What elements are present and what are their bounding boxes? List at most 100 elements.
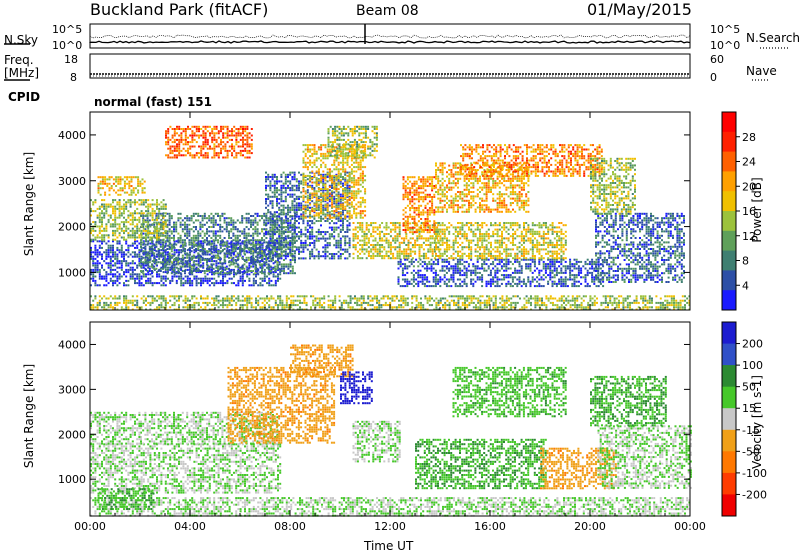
- power-cell: [114, 279, 117, 282]
- power-cell: [214, 256, 217, 259]
- power-cell: [250, 265, 252, 268]
- power-cell: [324, 196, 327, 199]
- power-cell: [261, 284, 264, 287]
- power-cell: [153, 262, 156, 265]
- power-cell: [342, 168, 345, 171]
- power-cell: [131, 251, 134, 254]
- power-cell: [195, 268, 198, 271]
- power-cell: [147, 262, 150, 265]
- power-cell: [555, 258, 558, 261]
- power-cell: [483, 258, 486, 261]
- power-cell: [295, 226, 298, 229]
- power-cell: [287, 228, 290, 231]
- power-cell: [429, 248, 432, 251]
- power-cell: [153, 234, 156, 237]
- power-cell: [302, 187, 305, 189]
- power-cell: [376, 255, 379, 257]
- power-cell: [252, 243, 255, 246]
- power-cell: [463, 278, 466, 281]
- power-cell: [359, 201, 362, 204]
- power-cell: [118, 212, 121, 215]
- power-cell: [173, 226, 175, 228]
- power-cell: [259, 282, 262, 285]
- power-cell: [273, 244, 276, 247]
- power-cell: [304, 163, 307, 166]
- power-cell: [186, 265, 189, 268]
- power-cell: [483, 269, 486, 272]
- power-cell: [322, 213, 325, 216]
- power-cell: [439, 278, 442, 281]
- power-cell: [155, 221, 158, 224]
- power-cell: [320, 205, 323, 208]
- power-cell: [445, 267, 448, 270]
- power-cell: [151, 260, 154, 263]
- power-cell: [197, 263, 200, 266]
- power-cell: [302, 150, 305, 153]
- power-cell: [263, 261, 266, 264]
- power-cell: [217, 272, 219, 275]
- power-cell: [320, 179, 323, 182]
- power-cell: [219, 279, 222, 282]
- power-cell: [280, 255, 283, 258]
- power-cell: [324, 146, 327, 149]
- power-cell: [211, 264, 213, 267]
- power-cell: [151, 272, 153, 275]
- power-cell: [436, 235, 439, 238]
- power-cell: [237, 240, 240, 243]
- power-cell: [289, 242, 292, 244]
- power-cell: [116, 216, 119, 219]
- power-cell: [148, 259, 151, 261]
- power-cell: [136, 264, 139, 267]
- power-cell: [197, 240, 200, 243]
- power-cell: [103, 238, 106, 241]
- power-cell: [357, 205, 360, 208]
- power-cell: [192, 237, 195, 239]
- power-cell: [509, 274, 512, 277]
- power-cell: [304, 166, 307, 169]
- power-cell: [140, 282, 143, 285]
- power-cell: [564, 276, 567, 279]
- power-cell: [142, 241, 145, 244]
- power-cell: [208, 253, 211, 256]
- power-cell: [127, 249, 130, 252]
- power-cell: [322, 192, 325, 195]
- power-cell: [112, 212, 114, 215]
- power-cell: [217, 249, 220, 252]
- power-cell: [130, 185, 133, 187]
- power-cell: [505, 258, 508, 261]
- power-cell: [250, 255, 253, 258]
- power-cell: [317, 187, 320, 189]
- power-cell: [569, 267, 572, 270]
- power-cell: [346, 187, 349, 189]
- power-cell: [162, 241, 164, 244]
- power-cell: [228, 242, 231, 245]
- power-cell: [359, 248, 362, 251]
- power-cell: [306, 194, 309, 197]
- power-cell: [190, 267, 193, 270]
- power-cell: [182, 249, 185, 252]
- power-cell: [204, 253, 207, 256]
- power-cell: [317, 257, 320, 260]
- power-cell: [485, 285, 488, 288]
- power-cell: [223, 237, 226, 239]
- power-cell: [114, 199, 117, 202]
- power-cell: [258, 250, 261, 253]
- power-cell: [538, 282, 541, 285]
- power-cell: [255, 271, 257, 274]
- power-cell: [342, 189, 344, 192]
- power-cell: [324, 205, 327, 208]
- power-cell: [144, 250, 147, 253]
- power-cell: [324, 163, 327, 166]
- power-cell: [92, 257, 95, 260]
- power-cells: [90, 125, 691, 311]
- power-cell: [142, 273, 145, 276]
- power-cell: [244, 246, 246, 249]
- power-cell: [398, 246, 401, 249]
- power-cell: [344, 201, 347, 204]
- power-cell: [304, 205, 307, 208]
- power-cell: [291, 206, 294, 209]
- power-cell: [237, 264, 240, 267]
- power-cell: [94, 244, 97, 247]
- power-cell: [485, 269, 488, 272]
- power-cell: [309, 242, 311, 244]
